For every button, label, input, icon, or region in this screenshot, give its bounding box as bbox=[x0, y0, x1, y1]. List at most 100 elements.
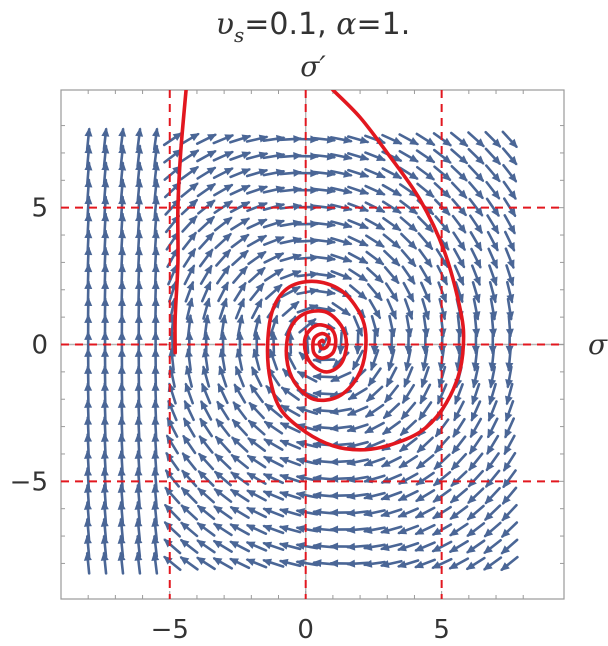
stream-arrowhead bbox=[222, 249, 232, 259]
stream-arrowhead bbox=[404, 345, 413, 355]
stream-arrowhead bbox=[312, 542, 322, 551]
stream-arrowhead bbox=[458, 189, 468, 199]
stream-arrowhead bbox=[489, 293, 498, 304]
stream-arrowhead bbox=[415, 460, 426, 470]
stream-arrowhead bbox=[408, 205, 419, 215]
stream-arrowhead bbox=[458, 172, 468, 182]
stream-arrowhead bbox=[375, 170, 386, 179]
stream-arrowhead bbox=[212, 540, 223, 549]
stream-arrowhead bbox=[399, 426, 410, 436]
stream-arrowhead bbox=[224, 134, 235, 142]
stream-arrowhead bbox=[295, 474, 306, 482]
stream-arrowhead bbox=[186, 280, 195, 291]
stream-arrowhead bbox=[375, 239, 385, 248]
stream-arrowhead bbox=[204, 248, 214, 259]
stream-arrowhead bbox=[206, 150, 217, 159]
stream-arrowhead bbox=[506, 293, 515, 304]
stream-arrowhead bbox=[425, 137, 436, 146]
stream-arrowhead bbox=[262, 507, 273, 516]
stream-arrowhead bbox=[475, 172, 485, 182]
stream-arrowhead bbox=[448, 561, 459, 570]
stream-arrowhead bbox=[212, 557, 223, 566]
stream-arrowhead bbox=[101, 144, 110, 154]
stream-arrowhead bbox=[251, 366, 260, 376]
stream-arrowhead bbox=[468, 461, 478, 472]
stream-arrowhead bbox=[391, 257, 401, 267]
stream-arrowhead bbox=[437, 362, 446, 372]
stream-arrowhead bbox=[432, 510, 442, 519]
stream-arrowhead bbox=[257, 218, 268, 227]
stream-arrowhead bbox=[217, 382, 226, 393]
stream-arrowhead bbox=[279, 439, 290, 448]
stream-arrowhead bbox=[432, 494, 443, 503]
stream-arrowhead bbox=[357, 290, 368, 300]
stream-arrowhead bbox=[280, 404, 290, 413]
stream-arrowhead bbox=[483, 528, 494, 538]
stream-arrowhead bbox=[375, 187, 386, 196]
stream-arrowhead bbox=[472, 328, 481, 338]
stream-arrowhead bbox=[201, 382, 209, 393]
stream-arrowhead bbox=[291, 270, 302, 278]
stream-arrowhead bbox=[326, 288, 337, 297]
stream-arrowhead bbox=[359, 221, 370, 229]
stream-arrowhead bbox=[507, 259, 515, 270]
stream-arrowhead bbox=[273, 268, 284, 277]
stream-arrowhead bbox=[450, 461, 460, 471]
stream-arrowhead bbox=[292, 253, 303, 262]
stream-arrowhead bbox=[262, 473, 273, 481]
stream-arrowhead bbox=[403, 361, 412, 372]
stream-arrowhead bbox=[326, 169, 337, 178]
stream-arrowhead bbox=[439, 293, 447, 304]
stream-arrowhead bbox=[457, 224, 467, 234]
stream-arrowhead bbox=[449, 511, 460, 520]
stream-arrowhead bbox=[433, 460, 443, 470]
stream-arrowhead bbox=[472, 293, 481, 304]
stream-arrowhead bbox=[407, 240, 418, 250]
stream-arrowhead bbox=[490, 224, 500, 235]
stream-arrowhead bbox=[248, 401, 258, 412]
stream-arrowhead bbox=[367, 376, 377, 387]
stream-arrowhead bbox=[374, 256, 385, 266]
stream-arrowhead bbox=[256, 266, 266, 276]
stream-arrowhead bbox=[279, 422, 290, 431]
stream-arrowhead bbox=[187, 264, 195, 275]
stream-arrowhead bbox=[402, 394, 411, 404]
stream-arrowhead bbox=[188, 231, 197, 242]
stream-arrowhead bbox=[343, 152, 353, 161]
stream-arrowhead bbox=[421, 328, 430, 338]
stream-arrowhead bbox=[135, 161, 144, 171]
stream-arrowhead bbox=[397, 493, 408, 501]
stream-arrowhead bbox=[358, 273, 368, 282]
stream-arrowhead bbox=[233, 383, 242, 394]
stream-arrowhead bbox=[326, 135, 337, 144]
stream-arrowhead bbox=[151, 161, 160, 171]
stream-arrowhead bbox=[504, 428, 513, 439]
stream-arrowhead bbox=[418, 410, 427, 421]
stream-arrowhead bbox=[437, 378, 446, 389]
stream-arrowhead bbox=[408, 223, 418, 232]
stream-arrowhead bbox=[408, 171, 419, 180]
stream-arrowhead bbox=[214, 453, 224, 463]
chart-title: υs=0.1, α=1. bbox=[216, 7, 410, 47]
stream-arrowhead bbox=[215, 418, 225, 428]
stream-arrowhead bbox=[508, 138, 518, 149]
stream-arrowhead bbox=[213, 470, 224, 480]
stream-arrowhead bbox=[489, 276, 498, 287]
stream-arrowhead bbox=[391, 239, 401, 249]
stream-arrowhead bbox=[386, 377, 394, 388]
stream-arrowhead bbox=[473, 241, 482, 252]
stream-arrowhead bbox=[275, 168, 286, 177]
stream-arrowhead bbox=[219, 330, 228, 340]
stream-arrowhead bbox=[246, 489, 257, 498]
stream-arrowhead bbox=[387, 345, 396, 355]
stream-arrowhead bbox=[329, 407, 339, 416]
stream-arrowhead bbox=[278, 541, 289, 550]
stream-arrowhead bbox=[423, 258, 433, 268]
stream-arrowhead bbox=[184, 365, 193, 375]
stream-arrowhead bbox=[268, 348, 277, 359]
stream-arrowhead bbox=[400, 410, 410, 420]
stream-arrowhead bbox=[235, 330, 244, 340]
stream-arrowhead bbox=[346, 408, 357, 416]
stream-arrowhead bbox=[326, 237, 337, 246]
stream-arrowhead bbox=[197, 487, 207, 497]
